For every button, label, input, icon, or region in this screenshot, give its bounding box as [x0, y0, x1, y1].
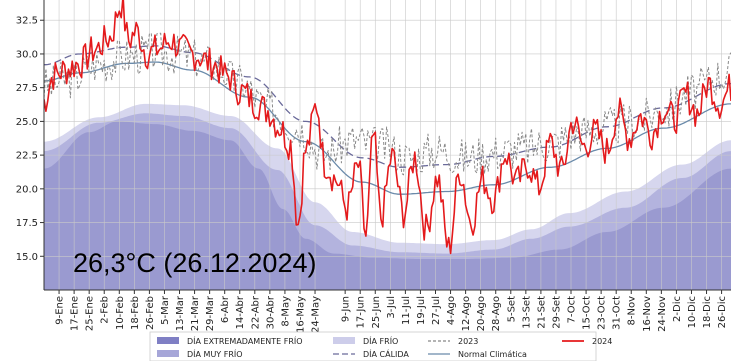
legend-swatch — [157, 350, 179, 357]
legend-swatch — [157, 337, 179, 344]
x-tick-label: 21-Set — [536, 296, 547, 329]
value-annotation: 26,3°C (26.12.2024) — [73, 248, 316, 278]
x-tick-label: 10-Dic — [687, 296, 698, 328]
x-tick-label: 18-Feb — [130, 296, 141, 330]
x-tick-label: 27-Jul — [431, 296, 442, 325]
legend-label: DÍA EXTREMADAMENTE FRÍO — [187, 335, 303, 346]
legend-label: Normal Climática — [458, 350, 527, 359]
x-tick-label: 28-Ago — [491, 296, 502, 331]
x-tick-label: 10-Feb — [115, 296, 126, 330]
x-tick-label: 16-May — [295, 296, 306, 333]
legend: DÍA EXTREMADAMENTE FRÍO DÍA MUY FRÍO DÍA F… — [149, 331, 612, 361]
legend-label: DÍA CÁLIDA — [363, 348, 409, 359]
bands-layer — [44, 103, 731, 290]
x-tick-label: 12-Ago — [461, 296, 472, 331]
x-tick-label: 24-May — [311, 296, 322, 333]
x-tick-label: 17-Jun — [356, 296, 367, 329]
x-tick-label: 23-Oct — [597, 296, 608, 330]
x-tick-label: 25-Ene — [85, 296, 96, 331]
x-tick-label: 6-Abr — [220, 295, 231, 323]
x-tick-label: 3-Jul — [386, 296, 397, 319]
x-tick-label: 21-Mar — [190, 295, 201, 331]
y-tick-label: 30.0 — [16, 49, 38, 60]
x-tick-label: 29-Set — [551, 296, 562, 329]
y-tick-label: 17.5 — [16, 218, 38, 229]
x-tick-label: 20-Ago — [476, 296, 487, 331]
x-tick-label: 19-Jul — [416, 296, 427, 325]
x-tick-label: 31-Oct — [612, 296, 623, 330]
legend-label: DÍA MUY FRÍO — [187, 348, 243, 359]
y-tick-label: 25.0 — [16, 117, 38, 128]
x-tick-label: 17-Ene — [70, 296, 81, 331]
x-tick-label: 13-Mar — [175, 295, 186, 331]
x-tick-label: 2-Feb — [100, 296, 111, 324]
x-tick-label: 5-Set — [506, 296, 517, 322]
x-tick-label: 9-Ene — [55, 296, 66, 325]
line-dia-calida — [44, 45, 731, 168]
x-tick-label: 30-Abr — [265, 295, 276, 329]
x-tick-label: 7-Oct — [567, 296, 578, 324]
y-tick-label: 15.0 — [16, 252, 38, 263]
legend-swatch — [333, 337, 355, 344]
x-tick-label: 24-Nov — [657, 296, 668, 332]
x-tick-label: 15-Oct — [582, 296, 593, 330]
x-tick-label: 9-Jun — [341, 296, 352, 322]
x-tick-label: 8-Nov — [627, 296, 638, 326]
x-tick-label: 26-Dic — [717, 296, 728, 328]
grid-layer — [44, 0, 731, 290]
legend-box — [149, 331, 597, 361]
x-tick-label: 26-Feb — [145, 296, 156, 330]
line-normal-climatica — [44, 61, 731, 195]
axes-layer: 15.0 17.5 20.0 22.5 25.0 27.5 30.0 32.5 9-Ene 17-… — [16, 0, 731, 333]
y-tick-label: 27.5 — [16, 83, 38, 94]
y-tick-label: 20.0 — [16, 184, 38, 195]
band-dia-extremadamente-frio — [44, 121, 731, 290]
y-tick-label: 22.5 — [16, 151, 38, 162]
x-tick-label: 25-Jun — [371, 296, 382, 329]
x-tick-label: 11-Jul — [401, 296, 412, 325]
x-tick-label: 16-Nov — [642, 296, 653, 332]
y-tick-label: 32.5 — [16, 16, 38, 27]
x-tick-label: 8-May — [280, 296, 291, 327]
series-line-2024 — [44, 0, 731, 255]
x-tick-label: 14-Abr — [235, 295, 246, 329]
lines-layer — [44, 0, 731, 255]
x-tick-label: 5-Mar — [160, 295, 171, 325]
x-tick-label: 29-Mar — [205, 295, 216, 331]
x-tick-label: 13-Set — [521, 296, 532, 329]
x-tick-label: 4-Ago — [446, 296, 457, 325]
legend-label: DÍA FRÍO — [363, 335, 398, 346]
legend-label: 2023 — [458, 337, 478, 346]
x-tick-label: 18-Dic — [702, 296, 713, 328]
x-tick-label: 2-Dic — [672, 296, 683, 322]
legend-label: 2024 — [592, 337, 612, 346]
x-tick-label: 22-Abr — [250, 295, 261, 329]
